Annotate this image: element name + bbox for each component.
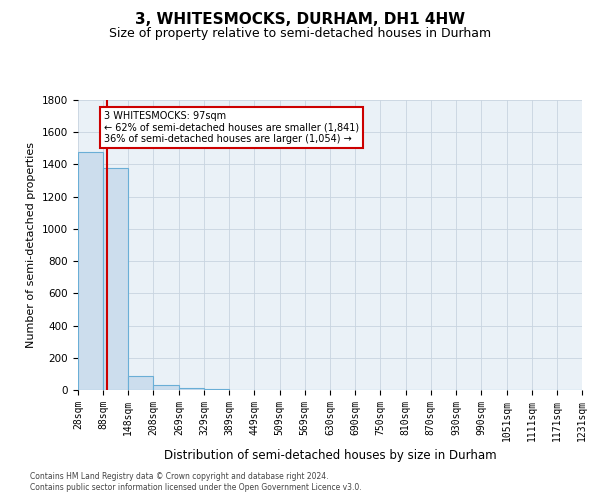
Text: Size of property relative to semi-detached houses in Durham: Size of property relative to semi-detach…: [109, 28, 491, 40]
Text: 3 WHITESMOCKS: 97sqm
← 62% of semi-detached houses are smaller (1,841)
36% of se: 3 WHITESMOCKS: 97sqm ← 62% of semi-detac…: [104, 112, 359, 144]
Bar: [154, 385, 179, 390]
Text: Contains HM Land Registry data © Crown copyright and database right 2024.: Contains HM Land Registry data © Crown c…: [30, 472, 329, 481]
Text: 3, WHITESMOCKS, DURHAM, DH1 4HW: 3, WHITESMOCKS, DURHAM, DH1 4HW: [135, 12, 465, 28]
Bar: [78, 152, 103, 390]
Text: Contains public sector information licensed under the Open Government Licence v3: Contains public sector information licen…: [30, 484, 362, 492]
X-axis label: Distribution of semi-detached houses by size in Durham: Distribution of semi-detached houses by …: [164, 449, 496, 462]
Y-axis label: Number of semi-detached properties: Number of semi-detached properties: [26, 142, 37, 348]
Bar: [204, 389, 229, 390]
Bar: [128, 376, 154, 390]
Bar: [103, 168, 128, 390]
Bar: [179, 388, 204, 390]
